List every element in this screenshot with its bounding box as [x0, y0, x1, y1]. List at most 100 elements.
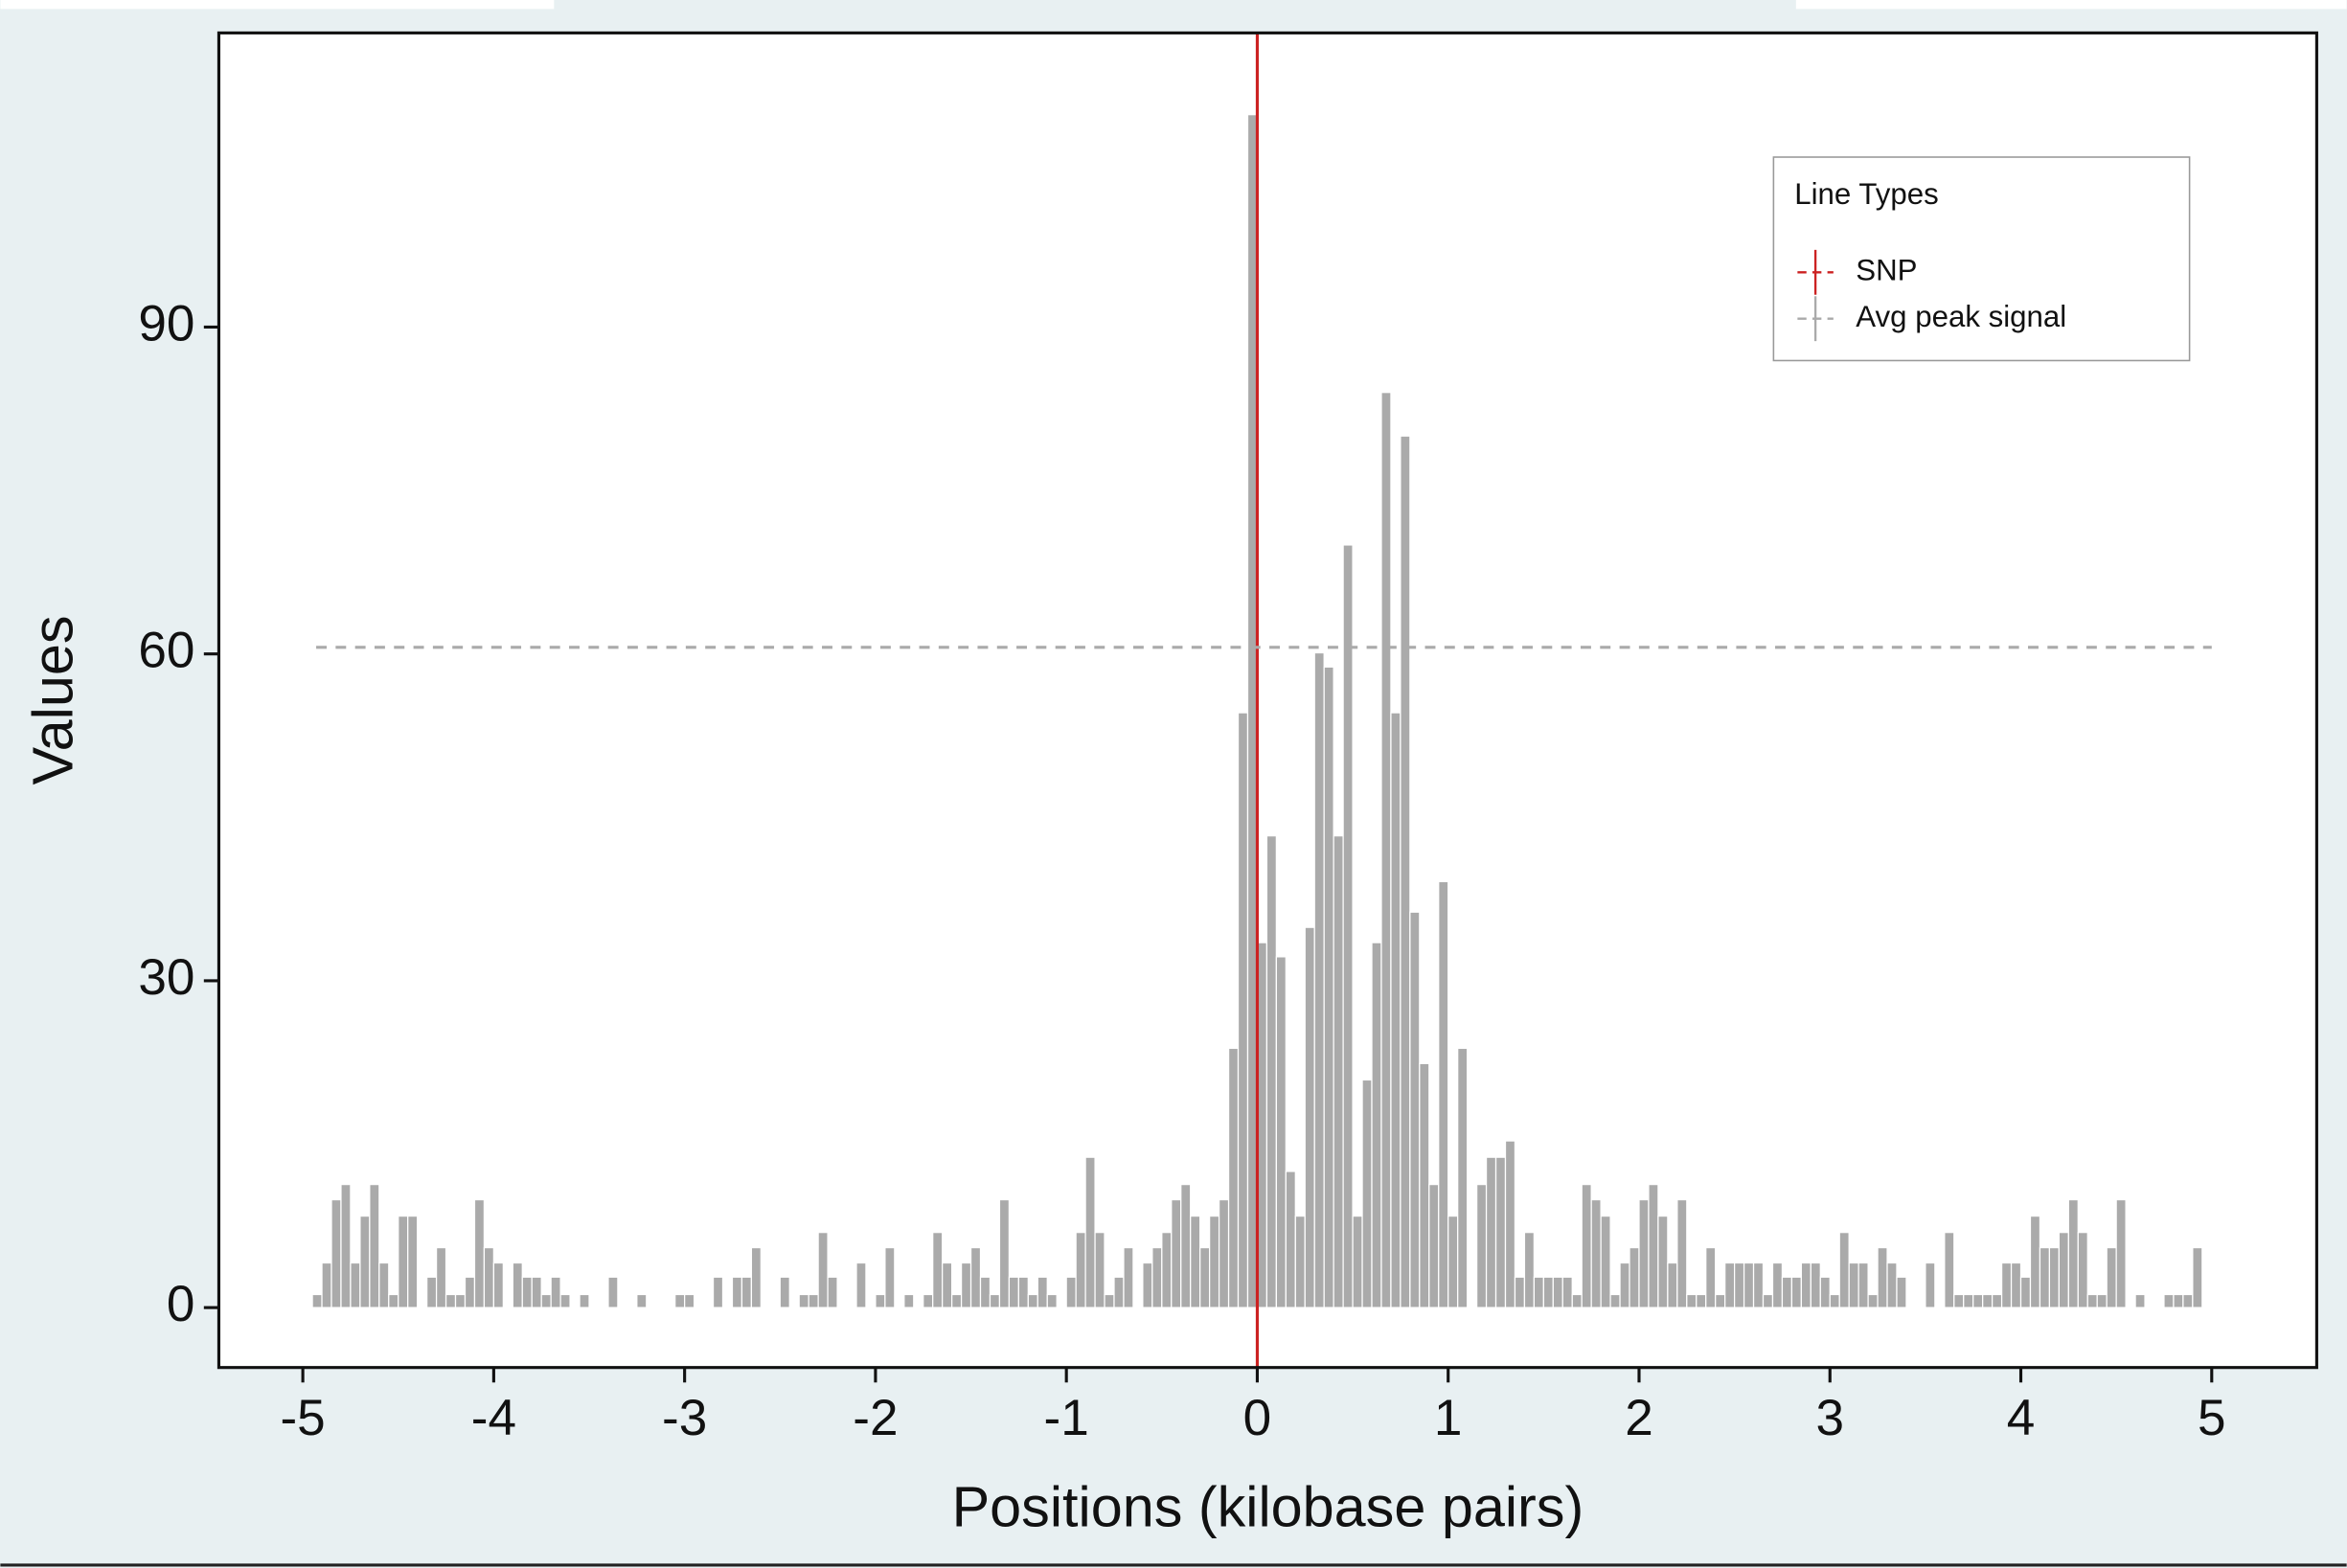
- bar: [1447, 1215, 1459, 1308]
- bar: [1361, 1079, 1373, 1308]
- bar: [1533, 1276, 1544, 1308]
- bar: [1457, 1047, 1469, 1308]
- bar: [741, 1276, 753, 1308]
- bar: [2067, 1198, 2079, 1308]
- bar: [2077, 1232, 2088, 1308]
- bar: [2086, 1293, 2098, 1308]
- bar: [426, 1276, 438, 1308]
- bar: [330, 1198, 342, 1308]
- bar: [1409, 911, 1421, 1308]
- bar: [1075, 1232, 1086, 1308]
- bar: [435, 1246, 447, 1308]
- bar: [2192, 1246, 2203, 1308]
- bar: [1475, 1183, 1488, 1308]
- x-tick-label: -2: [853, 1390, 898, 1446]
- bar: [350, 1261, 361, 1308]
- bar: [579, 1293, 590, 1308]
- bar: [979, 1276, 991, 1308]
- bar: [808, 1293, 819, 1308]
- bar: [1810, 1261, 1821, 1308]
- x-tick-label: 2: [1625, 1390, 1653, 1446]
- bar: [473, 1198, 486, 1308]
- bar: [1352, 1215, 1363, 1308]
- bar: [1037, 1276, 1048, 1308]
- bar: [1046, 1293, 1058, 1308]
- bar: [1008, 1276, 1019, 1308]
- y-axis-label: Values: [20, 616, 84, 785]
- bar: [1380, 392, 1392, 1308]
- bar: [1171, 1198, 1182, 1308]
- bar: [989, 1293, 1001, 1308]
- bar: [1485, 1156, 1497, 1308]
- bar: [969, 1246, 982, 1308]
- bar: [1275, 956, 1287, 1308]
- bar: [1944, 1232, 1955, 1308]
- bar: [1857, 1261, 1869, 1308]
- bar: [1896, 1276, 1907, 1308]
- bar: [2039, 1246, 2051, 1308]
- bar: [1084, 1156, 1096, 1308]
- bar: [1265, 835, 1277, 1308]
- bar: [855, 1261, 867, 1308]
- bar: [2134, 1293, 2146, 1308]
- bar: [1877, 1246, 1888, 1308]
- bar: [464, 1276, 476, 1308]
- bar: [1581, 1183, 1592, 1308]
- bar: [998, 1198, 1011, 1308]
- top-strip: [1795, 0, 2347, 10]
- bar: [779, 1276, 790, 1308]
- bar: [636, 1293, 648, 1308]
- bar: [1696, 1293, 1707, 1308]
- bar: [559, 1293, 571, 1308]
- bar: [1027, 1293, 1038, 1308]
- bar: [875, 1293, 886, 1308]
- bar: [1113, 1276, 1125, 1308]
- bar: [884, 1246, 896, 1308]
- bar: [712, 1276, 724, 1308]
- bar: [2163, 1293, 2175, 1308]
- bar: [674, 1293, 686, 1308]
- bar: [369, 1183, 380, 1308]
- bar: [1829, 1293, 1840, 1308]
- bar: [1523, 1232, 1536, 1308]
- bar: [1992, 1293, 2003, 1308]
- bar: [1199, 1246, 1211, 1308]
- bar: [550, 1276, 561, 1308]
- legend-label: Avg peak signal: [1856, 300, 2066, 333]
- bar: [1333, 835, 1344, 1308]
- bar: [1790, 1276, 1802, 1308]
- bar: [1771, 1261, 1784, 1308]
- bar: [960, 1261, 972, 1308]
- bar: [540, 1293, 552, 1308]
- bar: [1676, 1198, 1688, 1308]
- bar: [1590, 1198, 1602, 1308]
- bar: [407, 1215, 419, 1308]
- bar: [1715, 1293, 1726, 1308]
- bar: [1104, 1293, 1115, 1308]
- y-tick-label: 30: [138, 949, 194, 1006]
- bar: [1285, 1170, 1296, 1308]
- bar: [388, 1293, 399, 1308]
- bar: [483, 1246, 495, 1308]
- bar: [1600, 1215, 1611, 1308]
- bar: [444, 1293, 457, 1308]
- bar: [1342, 544, 1354, 1308]
- bar: [1619, 1261, 1630, 1308]
- x-tick-label: 5: [2198, 1390, 2226, 1446]
- x-tick-label: 1: [1434, 1390, 1463, 1446]
- bar: [1561, 1276, 1573, 1308]
- bar: [521, 1276, 533, 1308]
- bar: [827, 1276, 838, 1308]
- bar: [1190, 1215, 1201, 1308]
- bar: [1313, 651, 1325, 1308]
- legend-label: SNP: [1856, 254, 1917, 287]
- bar: [1065, 1276, 1077, 1308]
- bar: [1151, 1246, 1163, 1308]
- x-axis-label: Positions (kilobase pairs): [952, 1474, 1584, 1538]
- x-tick-label: 4: [2007, 1390, 2036, 1446]
- bar: [1657, 1215, 1669, 1308]
- bar: [932, 1232, 944, 1308]
- bar: [1161, 1232, 1173, 1308]
